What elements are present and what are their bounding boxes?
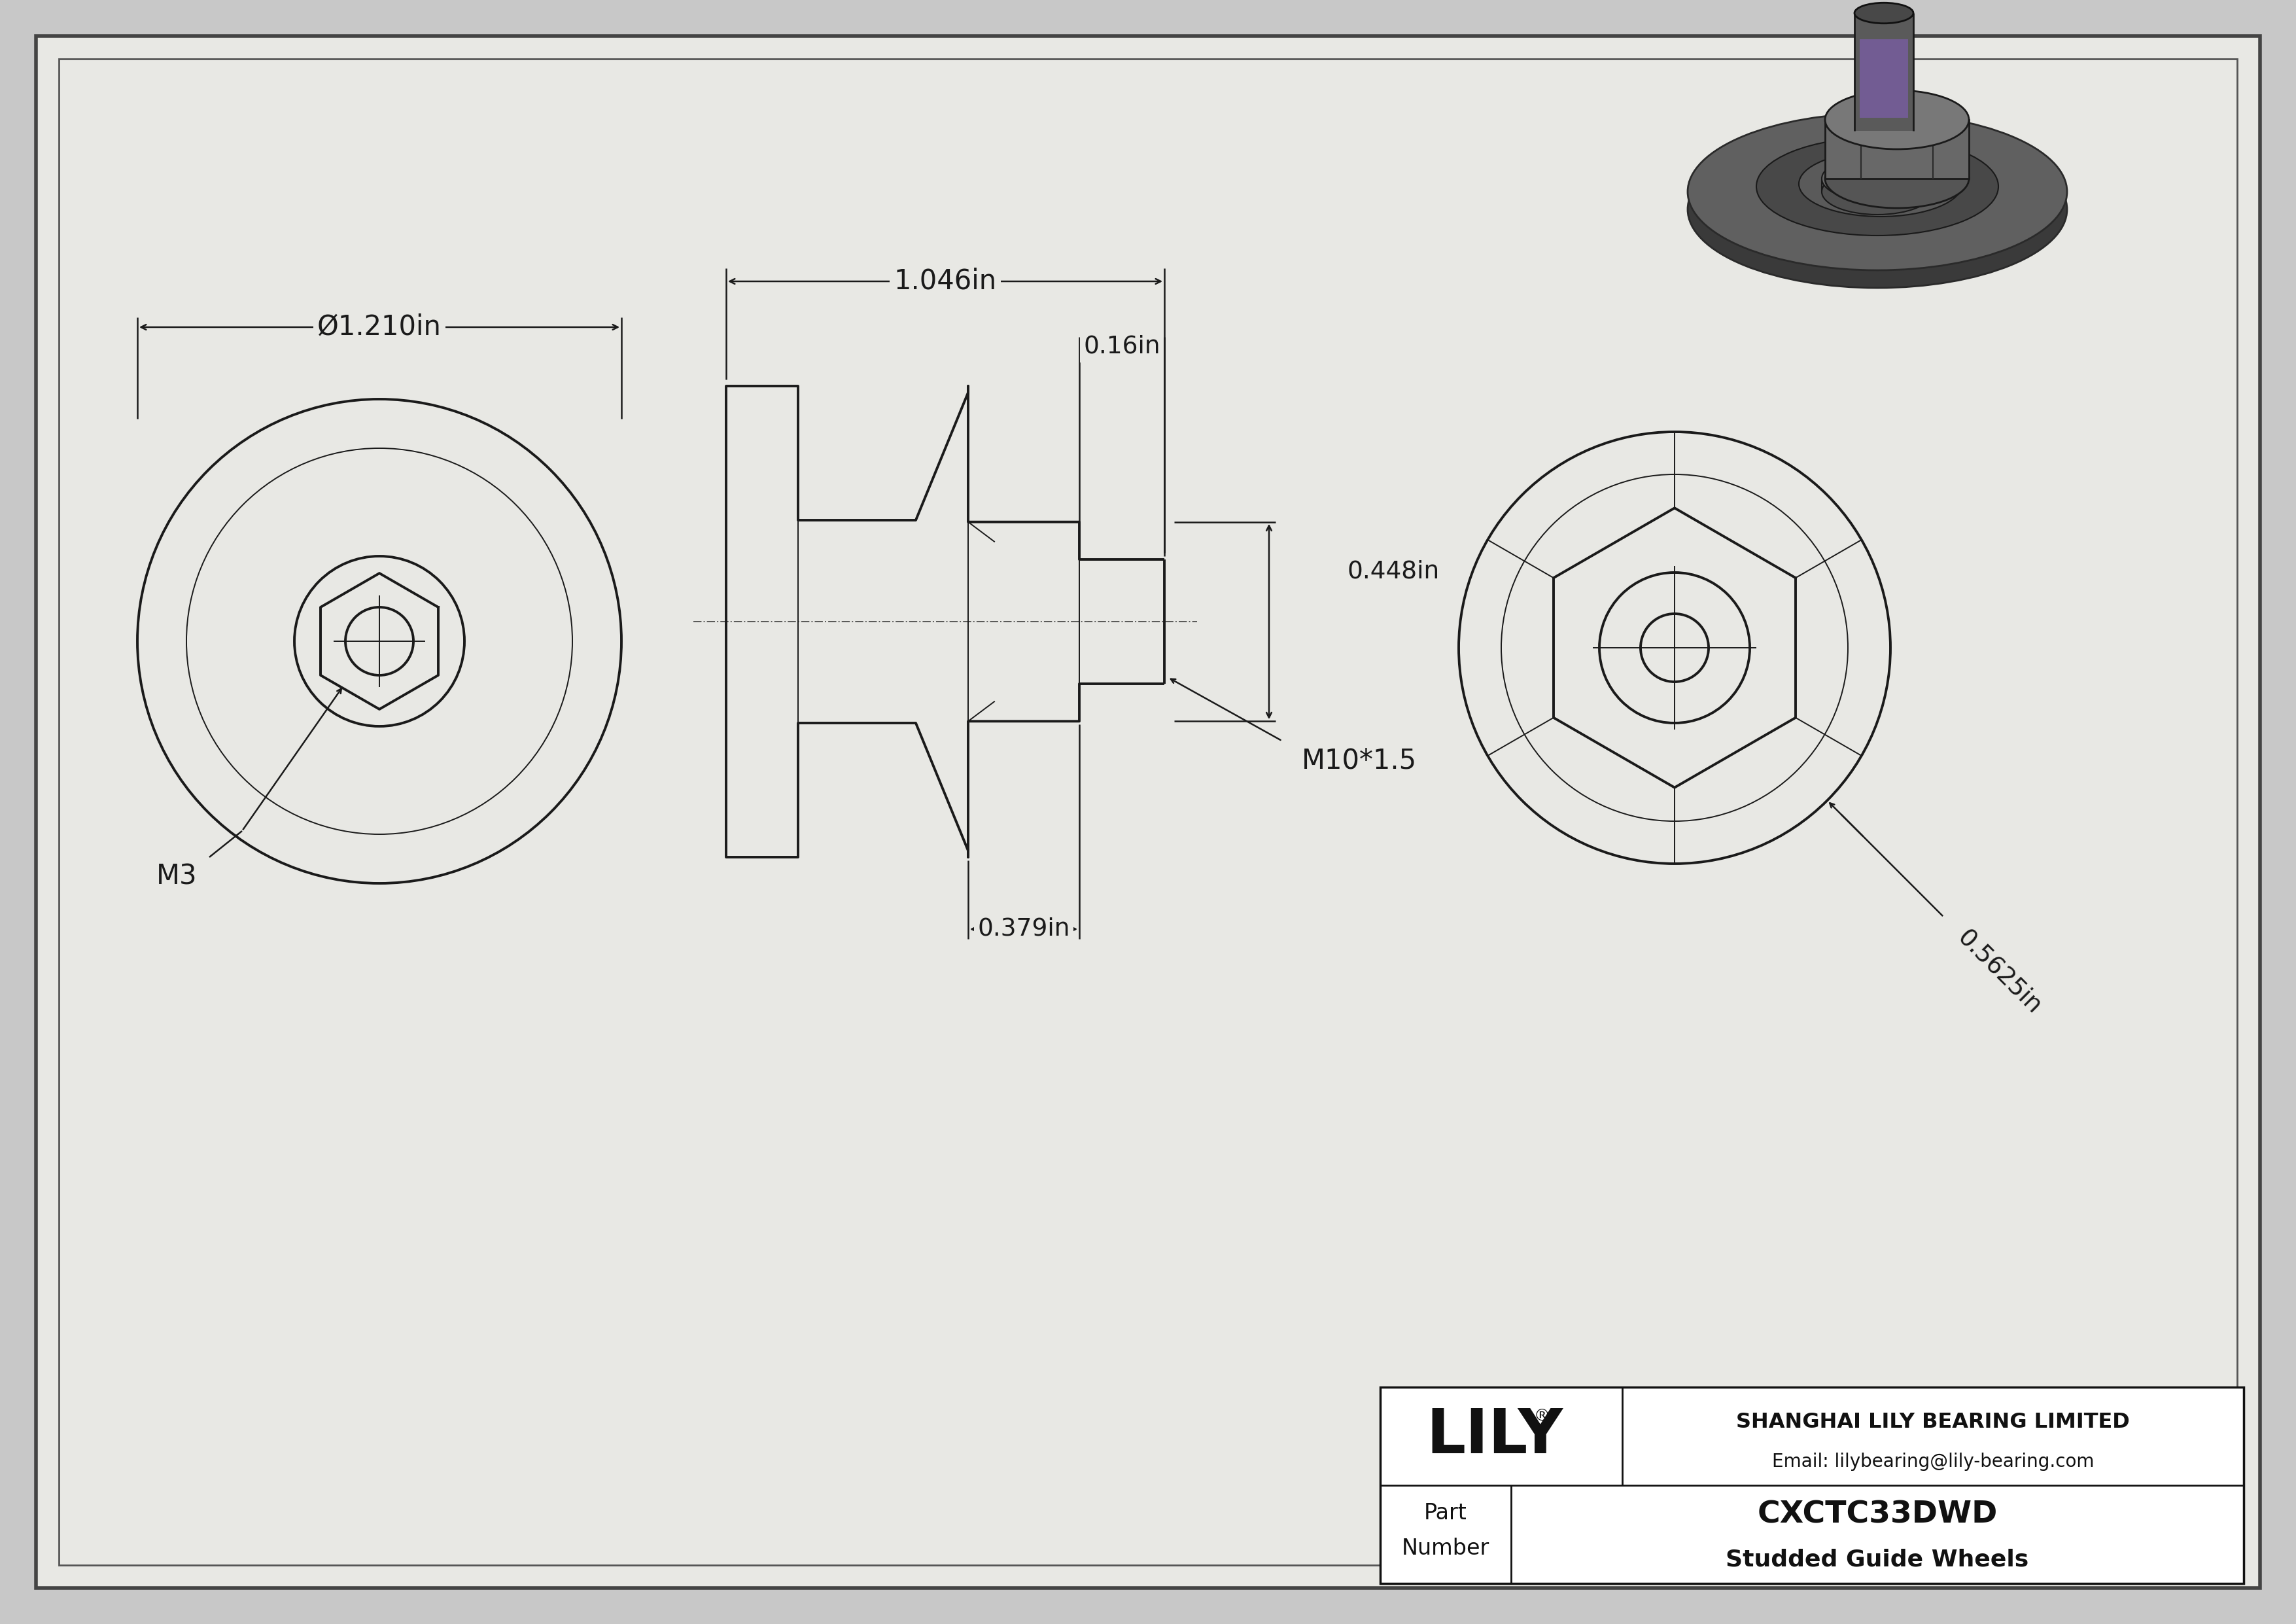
- Text: 0.16in: 0.16in: [1084, 335, 1159, 359]
- Ellipse shape: [1821, 156, 1933, 201]
- Text: CXCTC33DWD: CXCTC33DWD: [1756, 1501, 1998, 1530]
- Text: Email: lilybearing@lily-bearing.com: Email: lilybearing@lily-bearing.com: [1773, 1452, 2094, 1471]
- Bar: [1860, 39, 1908, 119]
- Text: 0.379in: 0.379in: [978, 918, 1070, 940]
- Text: 1.046in: 1.046in: [893, 268, 996, 296]
- Ellipse shape: [1747, 143, 2009, 250]
- Polygon shape: [1825, 120, 1970, 179]
- Text: 0.448in: 0.448in: [1348, 560, 1440, 583]
- Ellipse shape: [1855, 3, 1913, 23]
- Text: Studded Guide Wheels: Studded Guide Wheels: [1727, 1549, 2030, 1570]
- Text: Number: Number: [1403, 1538, 1490, 1559]
- Ellipse shape: [1688, 132, 2066, 287]
- Text: M3: M3: [156, 862, 197, 890]
- Text: Part: Part: [1424, 1502, 1467, 1523]
- Text: ®: ®: [1534, 1408, 1550, 1424]
- Text: LILY: LILY: [1426, 1406, 1564, 1466]
- Ellipse shape: [1825, 91, 1970, 149]
- Ellipse shape: [1825, 149, 1970, 208]
- Text: M10*1.5: M10*1.5: [1302, 747, 1417, 775]
- FancyBboxPatch shape: [1825, 120, 1970, 179]
- Text: SHANGHAI LILY BEARING LIMITED: SHANGHAI LILY BEARING LIMITED: [1736, 1413, 2131, 1432]
- Ellipse shape: [1756, 138, 1998, 235]
- Ellipse shape: [1798, 151, 1963, 216]
- Bar: [1855, 13, 1913, 132]
- Text: Ø1.210in: Ø1.210in: [317, 313, 441, 341]
- Text: 0.5625in: 0.5625in: [1952, 926, 2046, 1018]
- Bar: [1380, 1387, 2243, 1583]
- Ellipse shape: [1821, 169, 1933, 214]
- Ellipse shape: [1688, 114, 2066, 270]
